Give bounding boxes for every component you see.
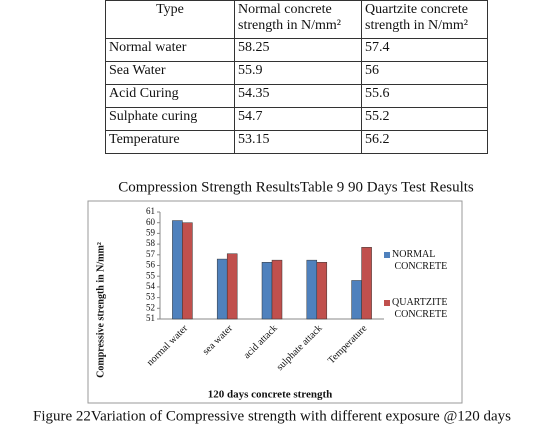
legend-label: QUARTZITE CONCRETE [392, 297, 448, 320]
table-cell: Normal water [105, 38, 235, 62]
table-row: Sea Water 55.9 56 [105, 61, 488, 85]
table-cell: 57.4 [361, 38, 488, 62]
table-cell: Acid Curing [105, 84, 235, 108]
header-row: Type Normal concrete strength in N/mm² Q… [105, 0, 488, 39]
x-axis-title: 120 days concrete strength [208, 389, 333, 401]
legend-label: NORMAL CONCRETE [392, 249, 447, 272]
table-row: Sulphate curing 54.7 55.2 [105, 107, 488, 131]
y-axis-title: Compressive strength in N/mm² [95, 242, 106, 378]
bar [351, 280, 362, 320]
y-tick-label: 56 [146, 260, 156, 270]
bar [261, 262, 273, 320]
results-table: Type Normal concrete strength in N/mm² Q… [105, 0, 488, 154]
bar [361, 247, 372, 320]
y-tick-label: 52 [146, 302, 155, 312]
table-row: Temperature 53.15 56.2 [105, 130, 488, 154]
legend-swatch [384, 300, 390, 306]
header-cell: Normal concrete strength in N/mm² [234, 0, 362, 39]
header-cell: Quartzite concrete strength in N/mm² [361, 0, 488, 39]
y-tick-label: 59 [146, 227, 156, 237]
table-cell: Temperature [105, 130, 235, 154]
table-cell: 56.2 [361, 130, 488, 154]
y-tick-label: 53 [146, 292, 156, 302]
bar [226, 253, 238, 320]
table-cell: Sulphate curing [105, 107, 235, 131]
y-tick-label: 61 [146, 206, 155, 216]
bar [172, 220, 183, 320]
y-tick-label: 58 [146, 238, 156, 248]
y-tick-label: 55 [146, 270, 156, 280]
table-caption: Compression Strength ResultsTable 9 90 D… [118, 179, 474, 195]
table-cell: 53.15 [234, 130, 362, 154]
bar [271, 259, 283, 320]
legend-swatch [384, 252, 390, 258]
bar [182, 222, 193, 320]
table-cell: Sea Water [105, 61, 235, 85]
bar [316, 262, 328, 320]
bar [306, 259, 318, 320]
table-cell: 55.9 [234, 61, 362, 85]
y-tick-label: 51 [146, 313, 155, 323]
figure-caption: Figure 22Variation of Compressive streng… [33, 408, 511, 424]
table-cell: 58.25 [234, 38, 362, 62]
y-tick-label: 54 [146, 281, 156, 291]
bar [216, 258, 228, 320]
header-cell: Type [105, 0, 235, 39]
y-tick-label: 57 [146, 249, 156, 259]
y-tick-label: 60 [146, 217, 156, 227]
table-row: Normal water 58.25 57.4 [105, 38, 488, 62]
